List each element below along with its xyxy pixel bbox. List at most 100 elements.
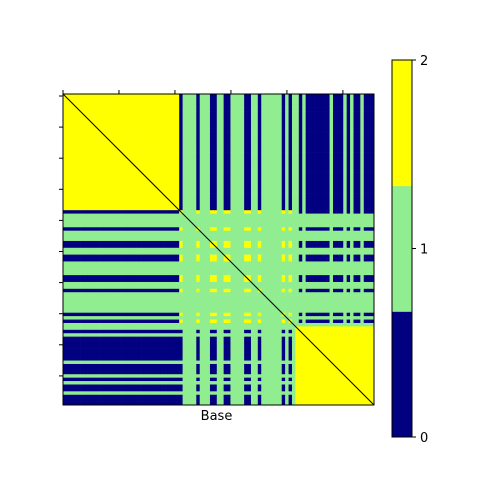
heatmap-cell xyxy=(363,145,368,149)
heatmap-cell xyxy=(254,227,259,232)
heatmap-cell xyxy=(192,254,197,259)
heatmap-cell xyxy=(227,206,231,211)
heatmap-cell xyxy=(360,145,365,149)
heatmap-cell xyxy=(83,145,88,149)
heatmap-cell xyxy=(261,107,265,112)
heatmap-cell xyxy=(360,213,365,218)
heatmap-cell xyxy=(158,94,163,98)
heatmap-cell xyxy=(288,227,293,232)
heatmap-cell xyxy=(360,97,365,102)
heatmap-cell xyxy=(250,141,255,146)
heatmap-cell xyxy=(220,199,224,204)
heatmap-cell xyxy=(247,264,252,269)
heatmap-cell xyxy=(148,172,153,177)
heatmap-cell xyxy=(209,145,214,149)
heatmap-cell xyxy=(76,128,81,132)
heatmap-cell xyxy=(285,278,289,283)
heatmap-cell xyxy=(257,97,262,102)
heatmap-cell xyxy=(322,206,327,211)
heatmap-cell xyxy=(332,227,337,232)
heatmap-cell xyxy=(370,240,375,245)
heatmap-cell xyxy=(312,169,317,173)
heatmap-cell xyxy=(298,220,303,225)
heatmap-cell xyxy=(155,152,159,156)
heatmap-cell xyxy=(151,100,156,105)
heatmap-cell xyxy=(288,100,293,105)
heatmap-cell xyxy=(162,247,166,252)
heatmap-cell xyxy=(233,230,238,235)
heatmap-cell xyxy=(175,94,180,98)
heatmap-cell xyxy=(138,278,142,283)
heatmap-cell xyxy=(90,104,95,108)
heatmap-cell xyxy=(145,152,149,156)
heatmap-cell xyxy=(138,135,142,139)
heatmap-cell xyxy=(233,172,238,177)
heatmap-cell xyxy=(268,124,272,129)
heatmap-cell xyxy=(367,135,371,139)
heatmap-cell xyxy=(206,206,211,211)
heatmap-cell xyxy=(336,275,341,279)
heatmap-cell xyxy=(343,261,347,266)
heatmap-cell xyxy=(346,278,351,283)
heatmap-cell xyxy=(247,268,252,273)
heatmap-cell xyxy=(138,155,142,160)
heatmap-cell xyxy=(343,135,347,139)
heatmap-cell xyxy=(350,275,354,279)
heatmap-cell xyxy=(264,258,269,262)
heatmap-cell xyxy=(80,155,84,160)
heatmap-cell xyxy=(326,172,330,177)
heatmap-cell xyxy=(244,128,248,132)
heatmap-cell xyxy=(350,220,354,225)
heatmap-cell xyxy=(83,179,88,184)
heatmap-cell xyxy=(186,220,190,225)
heatmap-cell xyxy=(138,213,142,218)
heatmap-cell xyxy=(315,107,320,112)
heatmap-cell xyxy=(100,193,105,197)
heatmap-cell xyxy=(298,278,303,283)
heatmap-cell xyxy=(244,111,248,115)
heatmap-cell xyxy=(90,145,95,149)
heatmap-cell xyxy=(131,121,136,126)
heatmap-cell xyxy=(179,141,183,146)
heatmap-cell xyxy=(172,107,177,112)
heatmap-cell xyxy=(285,169,289,173)
heatmap-cell xyxy=(124,162,129,167)
heatmap-cell xyxy=(63,206,67,211)
heatmap-cell xyxy=(192,217,197,221)
heatmap-cell xyxy=(124,199,129,204)
heatmap-cell xyxy=(76,275,81,279)
heatmap-cell xyxy=(268,227,272,232)
heatmap-cell xyxy=(302,111,306,115)
heatmap-cell xyxy=(274,138,279,143)
heatmap-cell xyxy=(329,186,334,190)
heatmap-cell xyxy=(121,176,125,180)
heatmap-cell xyxy=(90,203,95,208)
heatmap-cell xyxy=(319,179,324,184)
heatmap-cell xyxy=(278,97,283,102)
heatmap-cell xyxy=(141,176,146,180)
heatmap-cell xyxy=(319,97,324,102)
heatmap-cell xyxy=(353,172,358,177)
heatmap-cell xyxy=(363,124,368,129)
heatmap-cell xyxy=(247,145,252,149)
heatmap-cell xyxy=(168,162,173,167)
heatmap-cell xyxy=(196,141,201,146)
heatmap-cell xyxy=(356,220,361,225)
heatmap-cell xyxy=(66,244,71,249)
heatmap-cell xyxy=(69,199,74,204)
heatmap-cell xyxy=(353,237,358,242)
heatmap-cell xyxy=(73,145,77,149)
heatmap-cell xyxy=(162,203,166,208)
heatmap-cell xyxy=(189,104,194,108)
heatmap-cell xyxy=(356,199,361,204)
heatmap-cell xyxy=(100,121,105,126)
heatmap-cell xyxy=(155,230,159,235)
heatmap-cell xyxy=(295,138,300,143)
heatmap-cell xyxy=(199,193,204,197)
heatmap-cell xyxy=(131,278,136,283)
heatmap-cell xyxy=(247,158,252,163)
heatmap-cell xyxy=(172,176,177,180)
heatmap-cell xyxy=(339,97,344,102)
heatmap-cell xyxy=(332,213,337,218)
heatmap-cell xyxy=(134,162,139,167)
